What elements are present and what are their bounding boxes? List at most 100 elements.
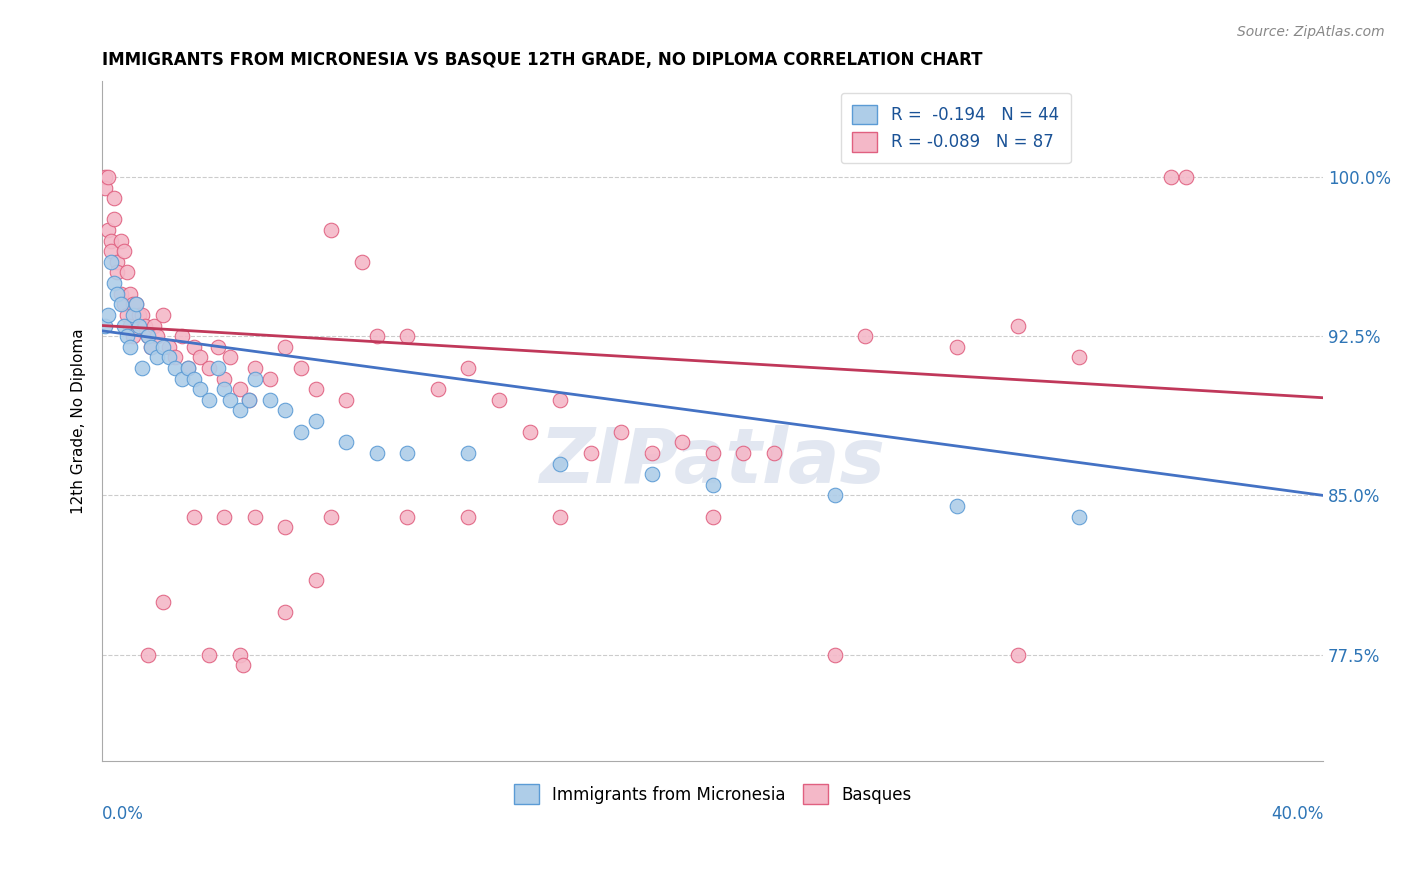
Point xyxy=(824,488,846,502)
Point xyxy=(136,329,159,343)
Point xyxy=(115,308,138,322)
Point xyxy=(146,329,169,343)
Point xyxy=(157,340,180,354)
Point xyxy=(548,392,571,407)
Point xyxy=(146,351,169,365)
Point xyxy=(198,392,221,407)
Point xyxy=(107,255,129,269)
Point xyxy=(733,446,755,460)
Point xyxy=(610,425,633,439)
Point xyxy=(228,648,250,662)
Point xyxy=(671,435,693,450)
Point xyxy=(824,648,846,662)
Point xyxy=(366,446,388,460)
Point xyxy=(426,382,449,396)
Point xyxy=(121,308,143,322)
Point xyxy=(519,425,541,439)
Point xyxy=(94,180,117,194)
Point xyxy=(335,435,357,450)
Point xyxy=(219,351,242,365)
Text: 0.0%: 0.0% xyxy=(103,805,143,823)
Point xyxy=(259,371,281,385)
Text: ZIPatlas: ZIPatlas xyxy=(540,425,886,499)
Point xyxy=(207,340,229,354)
Point xyxy=(143,318,166,333)
Point xyxy=(176,361,198,376)
Point xyxy=(214,371,236,385)
Point xyxy=(121,297,143,311)
Point xyxy=(640,467,662,482)
Point xyxy=(219,392,242,407)
Point xyxy=(228,403,250,417)
Point xyxy=(103,276,125,290)
Point xyxy=(97,308,120,322)
Point xyxy=(100,244,122,259)
Point xyxy=(121,329,143,343)
Point xyxy=(183,509,205,524)
Point xyxy=(232,658,254,673)
Point xyxy=(1067,509,1090,524)
Point xyxy=(165,351,187,365)
Point xyxy=(128,308,150,322)
Point xyxy=(100,234,122,248)
Legend: Immigrants from Micronesia, Basques: Immigrants from Micronesia, Basques xyxy=(508,778,918,810)
Point xyxy=(1160,169,1182,184)
Point xyxy=(946,499,969,513)
Text: Source: ZipAtlas.com: Source: ZipAtlas.com xyxy=(1237,25,1385,39)
Point xyxy=(1007,648,1029,662)
Point xyxy=(183,340,205,354)
Point xyxy=(366,329,388,343)
Point xyxy=(110,286,132,301)
Point xyxy=(457,509,479,524)
Point xyxy=(94,318,117,333)
Point xyxy=(198,361,221,376)
Point xyxy=(110,234,132,248)
Point xyxy=(112,318,135,333)
Point xyxy=(97,223,120,237)
Point xyxy=(274,340,297,354)
Point xyxy=(152,340,174,354)
Point xyxy=(100,255,122,269)
Point xyxy=(350,255,373,269)
Point xyxy=(305,414,328,428)
Point xyxy=(94,169,117,184)
Point xyxy=(457,361,479,376)
Point xyxy=(259,392,281,407)
Point xyxy=(321,509,343,524)
Point xyxy=(290,425,312,439)
Point xyxy=(136,329,159,343)
Point xyxy=(488,392,510,407)
Point xyxy=(128,318,150,333)
Point xyxy=(152,308,174,322)
Point xyxy=(139,340,162,354)
Point xyxy=(103,191,125,205)
Point xyxy=(118,286,141,301)
Point xyxy=(243,509,266,524)
Text: 40.0%: 40.0% xyxy=(1271,805,1323,823)
Point xyxy=(274,605,297,619)
Point xyxy=(157,351,180,365)
Point xyxy=(290,361,312,376)
Point xyxy=(214,382,236,396)
Point xyxy=(243,361,266,376)
Point xyxy=(274,520,297,534)
Point xyxy=(640,446,662,460)
Point xyxy=(243,371,266,385)
Point xyxy=(1174,169,1197,184)
Point xyxy=(214,509,236,524)
Point xyxy=(1007,318,1029,333)
Point xyxy=(579,446,602,460)
Point xyxy=(396,446,419,460)
Point xyxy=(457,446,479,460)
Point xyxy=(125,297,148,311)
Point xyxy=(188,382,211,396)
Point xyxy=(165,361,187,376)
Point xyxy=(118,340,141,354)
Point xyxy=(238,392,260,407)
Point xyxy=(136,648,159,662)
Point xyxy=(170,371,193,385)
Point xyxy=(238,392,260,407)
Point xyxy=(107,265,129,279)
Point xyxy=(702,477,724,491)
Text: IMMIGRANTS FROM MICRONESIA VS BASQUE 12TH GRADE, NO DIPLOMA CORRELATION CHART: IMMIGRANTS FROM MICRONESIA VS BASQUE 12T… xyxy=(103,51,983,69)
